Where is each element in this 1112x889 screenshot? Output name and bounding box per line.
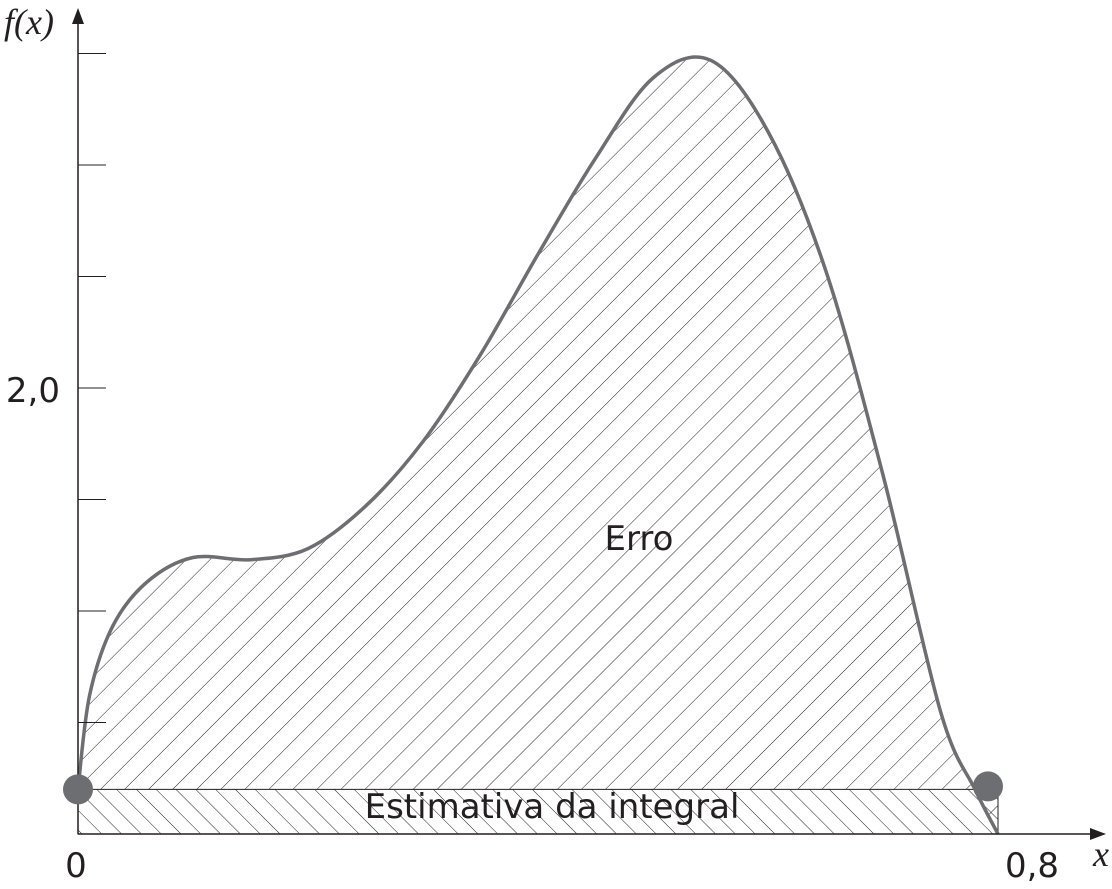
y-axis-arrowhead (72, 8, 84, 24)
trapezoid-end-point (973, 771, 1003, 802)
trapezoid-start-point (63, 774, 93, 805)
function-curve (76, 55, 1000, 835)
error-region-label: Erro (605, 519, 674, 559)
y-tick-label: 2,0 (6, 371, 60, 411)
x-tick-label: 0,8 (1005, 846, 1059, 886)
x-axis-label: x (1092, 834, 1109, 874)
x-axis-arrowhead (1090, 828, 1106, 840)
y-axis-label: f(x) (4, 2, 54, 42)
y-axis-ticks (78, 53, 106, 723)
x-tick-label: 0 (65, 846, 87, 886)
integral-estimate-label: Estimativa da integral (365, 787, 740, 827)
